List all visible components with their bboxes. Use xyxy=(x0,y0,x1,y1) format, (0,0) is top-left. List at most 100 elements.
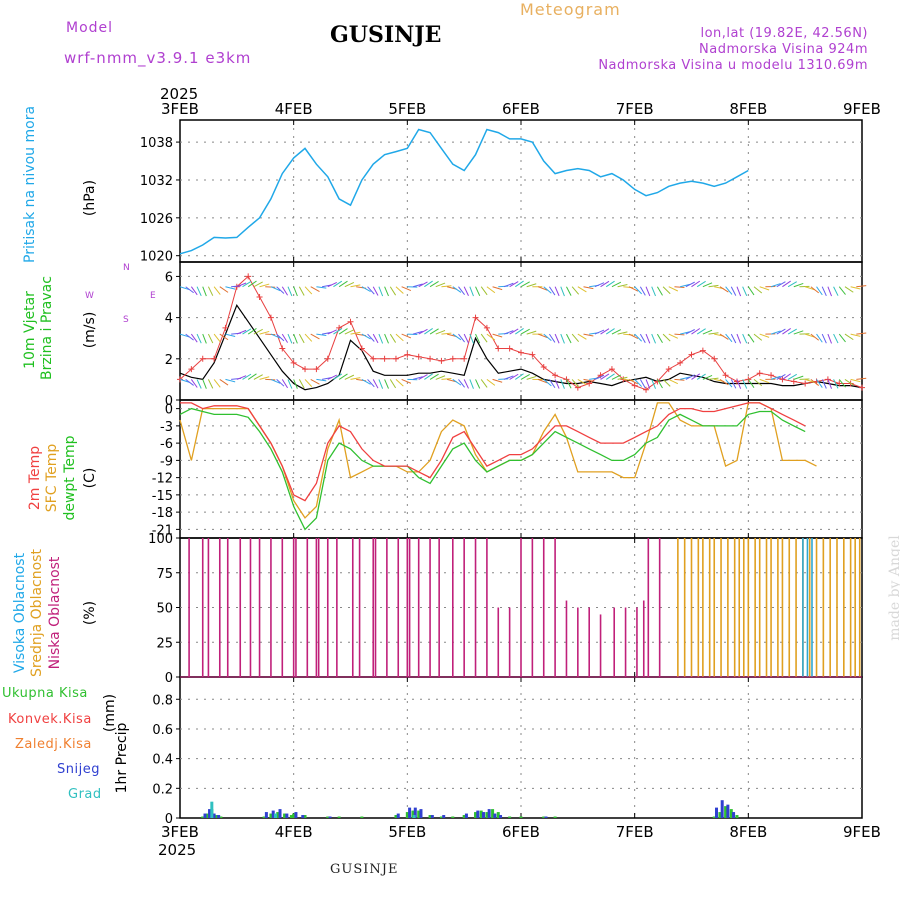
wind-barb xyxy=(463,286,469,296)
wind-barb xyxy=(747,333,755,343)
wind-gust-marker xyxy=(836,380,843,387)
temp-2m-line xyxy=(180,402,806,502)
precip-bar-ukupna-kisa xyxy=(491,809,495,818)
wind-barb xyxy=(253,281,263,288)
precip-bar-snijeg xyxy=(396,813,400,818)
wind-barb xyxy=(554,333,560,344)
wind-barb xyxy=(316,333,327,337)
precip-bar-snijeg xyxy=(720,800,724,818)
wind-barb xyxy=(526,330,537,335)
year-label-top: 2025 xyxy=(160,85,198,103)
wind-barb xyxy=(389,286,397,296)
precip-bar-snijeg xyxy=(476,810,480,818)
wind-barb xyxy=(776,373,786,380)
wind-gust-marker xyxy=(631,382,638,389)
wind-barb xyxy=(543,286,552,294)
wind-barb xyxy=(480,286,488,296)
ytick-label-precip: 0 xyxy=(165,812,173,827)
wind-gust-marker xyxy=(756,370,763,377)
wind-barb xyxy=(668,378,679,385)
wind-barb xyxy=(719,333,729,340)
wind-barb xyxy=(805,286,815,291)
lonlat-label: lon,lat (19.82E, 42.56N) xyxy=(700,26,868,41)
wind-barb xyxy=(526,283,537,288)
wind-gust-marker xyxy=(859,384,865,391)
wind-barb xyxy=(583,333,594,337)
wind-barb xyxy=(242,281,252,288)
wind-barb xyxy=(708,332,719,335)
elevation-label: Nadmorska Visina 924m xyxy=(699,42,868,57)
wind-barb xyxy=(247,328,257,335)
wind-barb xyxy=(452,286,462,293)
wind-barb xyxy=(270,333,281,339)
wind-barb xyxy=(708,377,719,380)
wind-dir-s: S xyxy=(123,315,129,325)
model-elevation-label: Nadmorska Visina u modelu 1310.69m xyxy=(598,58,868,73)
wind-barb xyxy=(793,330,804,335)
precip-bar-snijeg xyxy=(208,809,212,818)
precip-bar-ukupna-kisa xyxy=(337,816,341,818)
wind-barb xyxy=(498,333,509,335)
ytick-label-wind: 4 xyxy=(165,312,173,327)
wind-barb xyxy=(503,375,514,380)
ytick-label-pressure: 1020 xyxy=(140,250,173,265)
wind-barb xyxy=(827,286,832,297)
wind-barb xyxy=(276,286,285,294)
precip-bar-ukupna-kisa xyxy=(462,815,466,818)
precip-bar-snijeg xyxy=(264,812,268,818)
wind-barb xyxy=(662,333,671,342)
wind-gust-marker xyxy=(188,366,195,373)
date-label-top: 6FEB xyxy=(502,100,540,118)
ytick-label-wind: 6 xyxy=(165,270,173,285)
wind-barb xyxy=(452,378,462,386)
wind-barb xyxy=(219,378,229,386)
wind-barb xyxy=(543,379,552,387)
wind-barb xyxy=(639,379,646,389)
wind-barb xyxy=(401,333,412,339)
date-label-top: 4FEB xyxy=(275,100,313,118)
wind-barb xyxy=(333,280,343,288)
precip-bar-snijeg xyxy=(430,815,434,818)
ytick-label-cloud: 100 xyxy=(148,532,173,547)
ytick-label-temperature: -6 xyxy=(160,437,173,452)
precip-bar-ukupna-kisa xyxy=(360,816,364,818)
wind-barb xyxy=(548,379,556,389)
wind-barb xyxy=(418,374,428,380)
wind-gust-marker xyxy=(472,314,479,321)
wind-barb xyxy=(526,375,537,380)
wind-barb xyxy=(304,379,313,388)
precip-bar-ukupna-kisa xyxy=(428,815,432,818)
wind-barb xyxy=(856,285,867,288)
wind-barb xyxy=(833,379,839,389)
wind-barb xyxy=(680,283,690,288)
wind-barb xyxy=(253,328,263,335)
wind-gust-marker xyxy=(495,345,502,352)
wind-barb xyxy=(537,333,548,339)
wind-barb xyxy=(276,379,285,387)
wind-gust-marker xyxy=(211,355,218,362)
wind-barb xyxy=(287,379,293,389)
precip-bar-ukupna-kisa xyxy=(474,812,478,818)
wind-barb xyxy=(310,286,320,292)
wind-barb xyxy=(805,333,815,338)
wind-barb xyxy=(850,286,861,290)
wind-barb xyxy=(685,281,695,288)
wind-barb xyxy=(838,286,846,295)
wind-barb xyxy=(685,329,695,335)
wind-barb xyxy=(725,379,733,388)
wind-barb xyxy=(680,376,690,380)
wind-barb xyxy=(225,378,236,383)
wind-barb xyxy=(515,373,524,380)
wind-barb xyxy=(611,281,622,288)
wind-barb xyxy=(213,379,221,388)
wind-barb xyxy=(179,378,190,383)
wind-barb xyxy=(361,286,371,293)
wind-dir-w: W xyxy=(85,291,94,301)
wind-barb xyxy=(594,282,605,288)
wind-barb xyxy=(202,333,207,344)
wind-barb xyxy=(662,286,671,295)
wind-barb xyxy=(691,373,701,380)
precip-bar-grad xyxy=(210,801,214,818)
wind-barb xyxy=(219,286,229,293)
wind-gust-marker xyxy=(256,294,263,301)
